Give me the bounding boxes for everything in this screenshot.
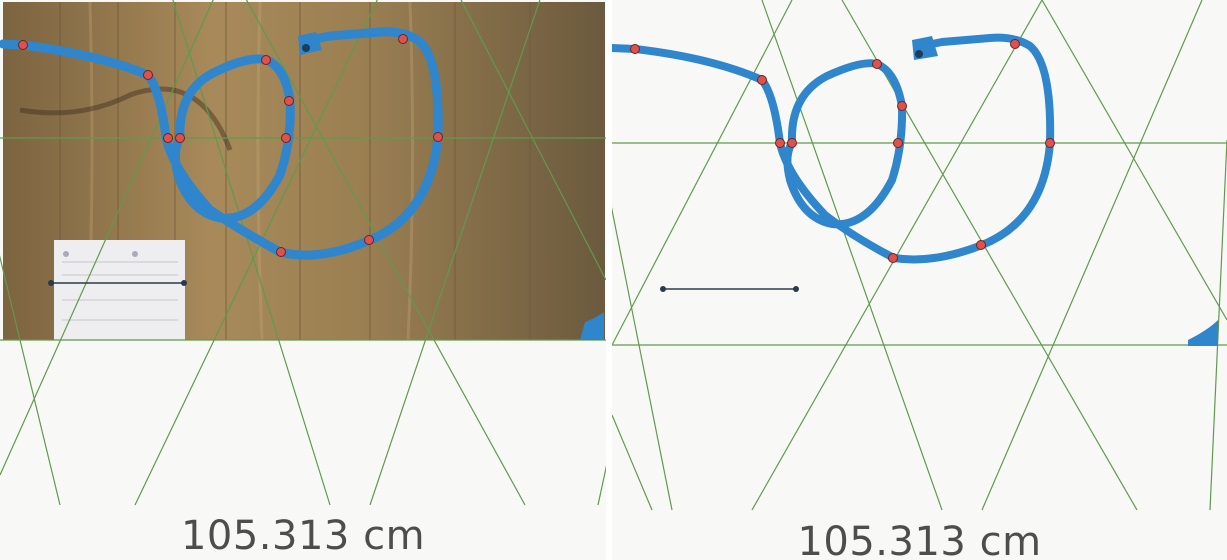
cable-segment-edge [580,312,604,340]
reference-paper-card [54,240,185,340]
control-point[interactable] [787,138,797,148]
control-point[interactable] [1045,138,1055,148]
control-point[interactable] [276,247,286,257]
control-point[interactable] [893,138,903,148]
length-readout: 105.313 cm [180,513,426,559]
control-point[interactable] [18,40,28,50]
control-point[interactable] [163,133,173,143]
segmented-view-canvas[interactable] [612,0,1227,560]
triangle-grid-overlay [612,0,1227,511]
control-point[interactable] [261,55,271,65]
connector-plug-tip [302,44,310,52]
camera-view-panel[interactable]: 105.313 cm [0,0,606,560]
control-point[interactable] [175,133,185,143]
control-points[interactable] [630,39,1055,263]
control-point[interactable] [433,132,443,142]
control-point[interactable] [775,138,785,148]
control-point[interactable] [398,34,408,44]
scale-bar[interactable] [48,280,187,286]
control-point[interactable] [364,235,374,245]
control-point[interactable] [284,96,294,106]
cable-segment-edge [1188,320,1218,346]
camera-view-canvas[interactable] [0,0,606,560]
control-point[interactable] [897,101,907,111]
connector-plug-tip [915,50,923,58]
control-point[interactable] [281,133,291,143]
control-point[interactable] [1010,39,1020,49]
control-point[interactable] [143,70,153,80]
control-point[interactable] [976,240,986,250]
segmented-view-panel[interactable]: 105.313 cm [612,0,1227,560]
scale-bar[interactable] [660,286,799,292]
length-readout: 105.313 cm [797,519,1042,560]
control-point[interactable] [630,44,640,54]
panel-divider [606,0,612,560]
control-point[interactable] [872,59,882,69]
control-point[interactable] [757,75,767,85]
control-point[interactable] [888,253,898,263]
control-points[interactable] [18,34,443,257]
